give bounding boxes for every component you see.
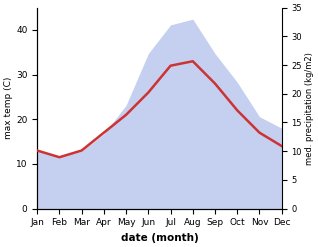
Y-axis label: max temp (C): max temp (C) — [4, 77, 13, 139]
X-axis label: date (month): date (month) — [121, 233, 198, 243]
Y-axis label: med. precipitation (kg/m2): med. precipitation (kg/m2) — [305, 52, 314, 165]
